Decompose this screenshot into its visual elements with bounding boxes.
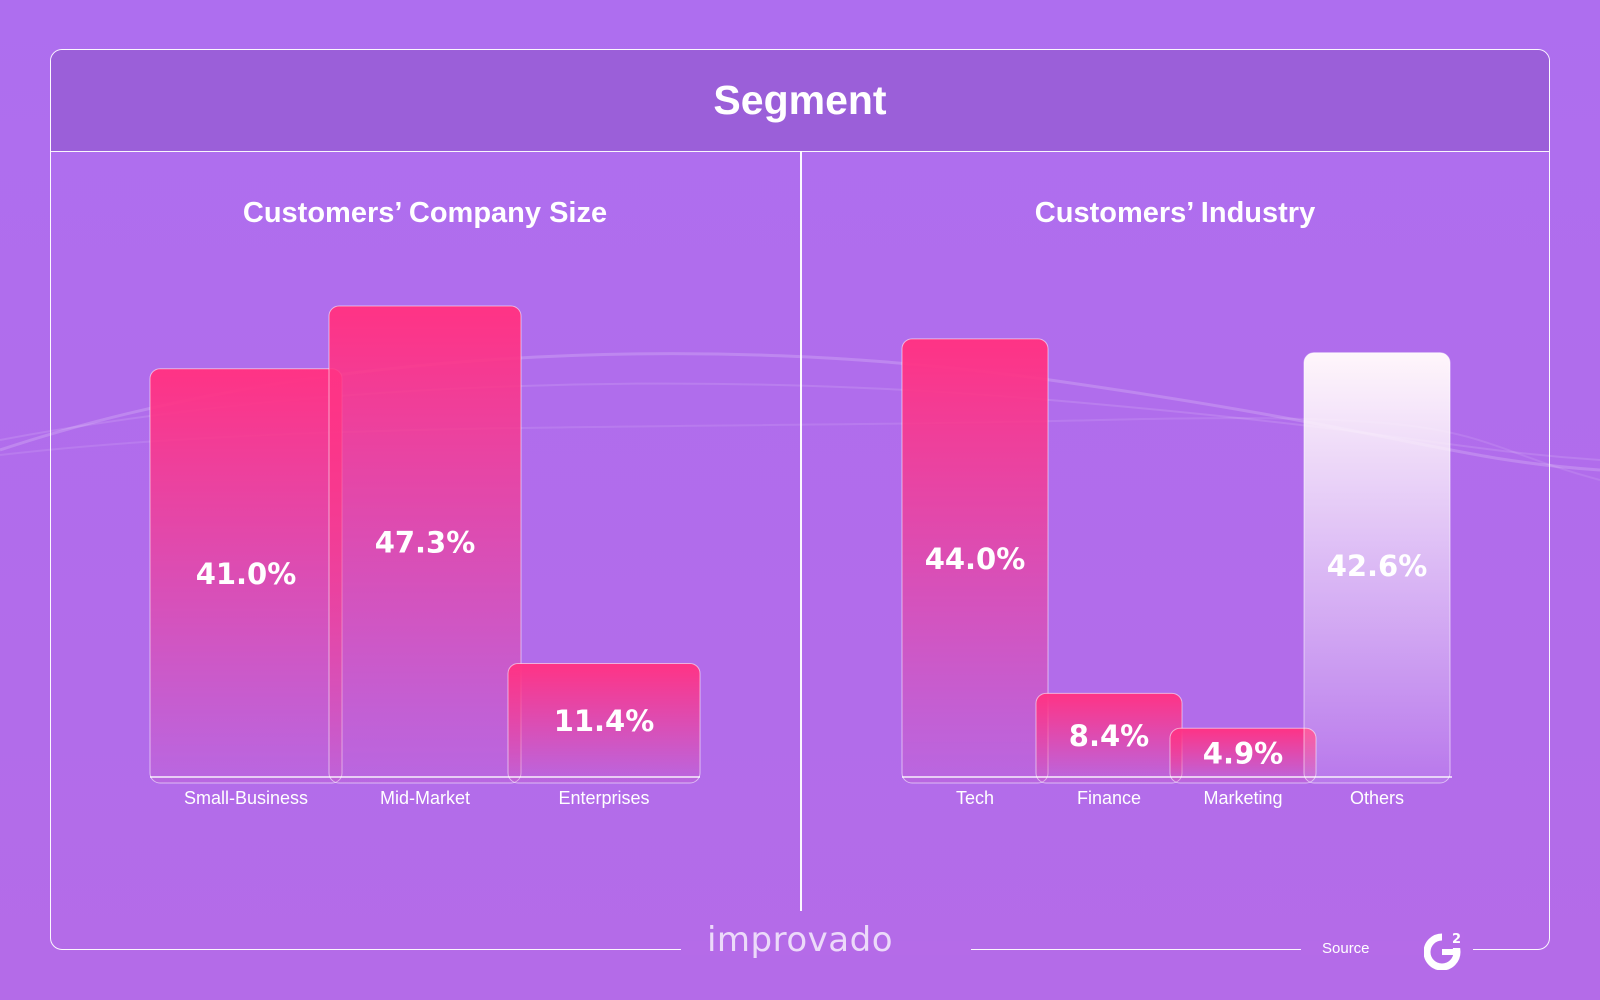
card-frame: Segment (50, 49, 1550, 955)
data-label-others: 42.6% (1327, 549, 1428, 583)
bar-others (1303, 352, 1451, 784)
improvado-logo: improvado (706, 920, 894, 960)
chart-title-industry: Customers’ Industry (1034, 197, 1316, 229)
bar-mid-market (328, 305, 522, 784)
svg-text:2: 2 (1452, 932, 1461, 947)
panel-divider (800, 151, 802, 911)
data-label-enterprises: 11.4% (554, 704, 655, 738)
bar-enterprises (507, 662, 701, 784)
tick-label-others: Others (1350, 788, 1404, 808)
logo-gap (681, 941, 971, 955)
data-label-tech: 44.0% (925, 542, 1026, 576)
data-label-finance: 8.4% (1069, 719, 1149, 753)
tick-label-tech: Tech (956, 788, 994, 808)
tick-label-small-business: Small-Business (184, 788, 308, 808)
data-label-small-business: 41.0% (196, 557, 297, 591)
tick-label-mid-market: Mid-Market (380, 788, 470, 808)
g2-icon: 2 (1424, 932, 1464, 970)
data-label-mid-market: 47.3% (375, 526, 476, 560)
tick-label-marketing: Marketing (1203, 788, 1282, 808)
tick-label-enterprises: Enterprises (558, 788, 649, 808)
data-label-marketing: 4.9% (1203, 737, 1283, 771)
bar-tech (901, 338, 1049, 784)
source-label: Source (1322, 940, 1370, 957)
tick-label-finance: Finance (1077, 788, 1141, 808)
header-bar: Segment (51, 50, 1549, 152)
chart-title-company-size: Customers’ Company Size (242, 197, 608, 229)
page-title: Segment (713, 77, 887, 123)
